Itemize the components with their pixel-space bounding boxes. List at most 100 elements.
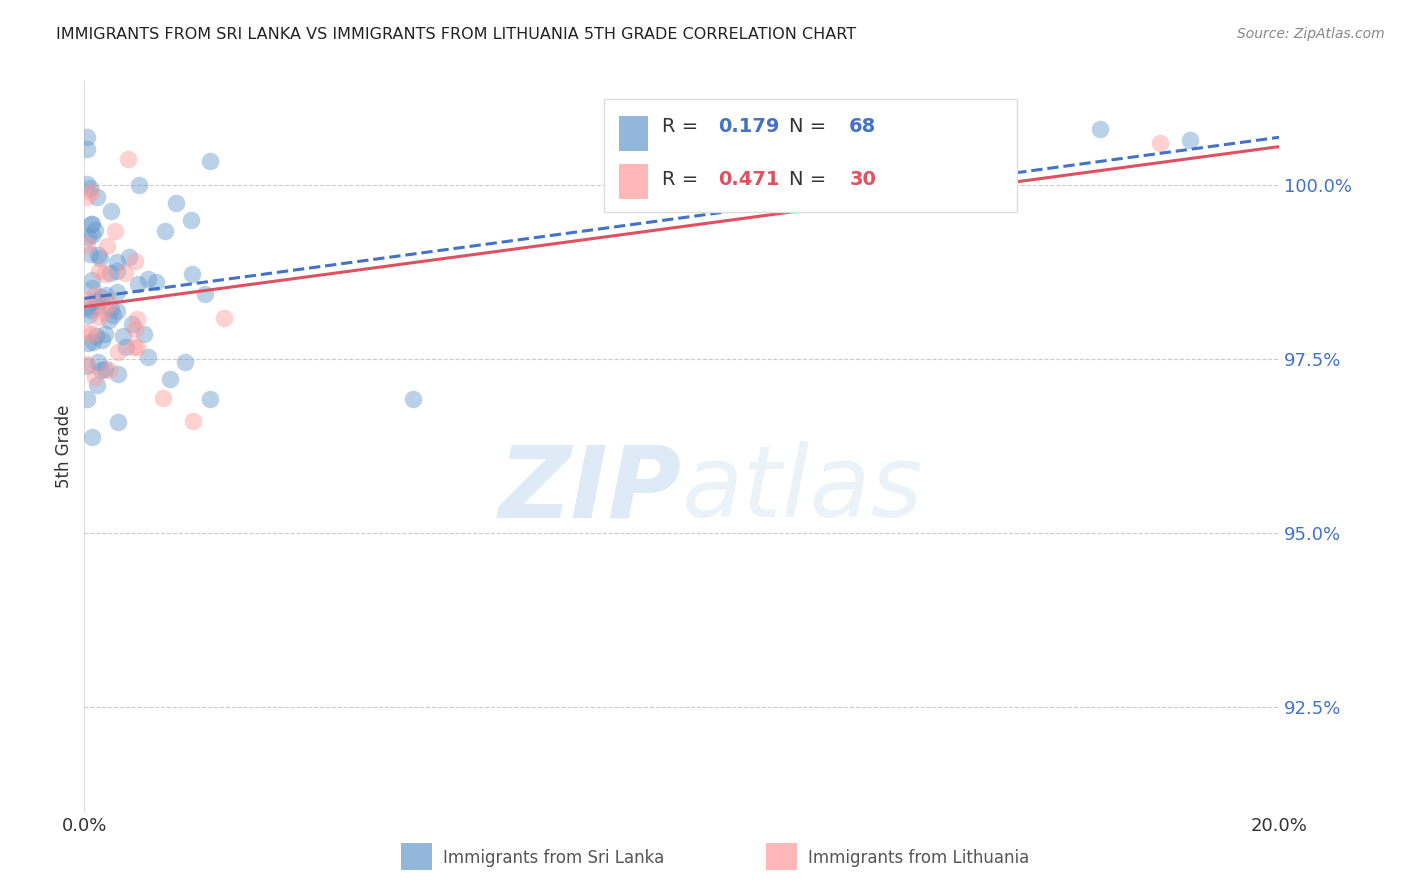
Point <box>83 370 105 384</box>
Y-axis label: 5th Grade: 5th Grade <box>55 404 73 488</box>
Point <box>105 264 128 278</box>
Point <box>1149 136 1171 151</box>
Point <box>89 310 111 324</box>
Point <box>136 272 159 286</box>
Point <box>880 188 903 202</box>
Point <box>124 254 146 268</box>
Point <box>107 415 129 429</box>
Point <box>107 367 129 381</box>
Point <box>76 190 98 204</box>
Point <box>1178 133 1201 147</box>
Point <box>84 328 107 343</box>
Point <box>107 345 129 359</box>
Point <box>87 247 110 261</box>
Point <box>86 377 108 392</box>
Point <box>165 196 187 211</box>
Point <box>80 185 103 199</box>
Point <box>94 361 117 376</box>
Point <box>114 341 136 355</box>
Text: 0.471: 0.471 <box>718 169 779 188</box>
Text: 0.179: 0.179 <box>718 117 779 136</box>
Point <box>117 250 139 264</box>
Text: IMMIGRANTS FROM SRI LANKA VS IMMIGRANTS FROM LITHUANIA 5TH GRADE CORRELATION CHA: IMMIGRANTS FROM SRI LANKA VS IMMIGRANTS … <box>56 27 856 42</box>
Point <box>198 392 221 406</box>
Point <box>112 328 135 343</box>
Point <box>87 355 110 369</box>
Point <box>105 254 128 268</box>
Point <box>76 177 98 191</box>
Point <box>117 152 139 166</box>
Point <box>181 267 204 281</box>
Point <box>1090 122 1112 136</box>
Text: Immigrants from Sri Lanka: Immigrants from Sri Lanka <box>443 849 664 867</box>
Point <box>96 239 118 253</box>
Point <box>76 143 98 157</box>
Point <box>97 363 120 377</box>
Point <box>76 392 98 406</box>
Point <box>82 228 104 243</box>
Point <box>128 178 150 193</box>
Point <box>93 327 115 342</box>
Point <box>105 304 128 318</box>
Point <box>105 285 128 300</box>
Point <box>80 217 103 231</box>
Point <box>76 359 98 373</box>
Point <box>90 290 112 304</box>
Bar <box>619 116 648 152</box>
Point <box>198 154 221 169</box>
Point <box>138 350 160 364</box>
Point <box>79 247 101 261</box>
Point <box>145 275 167 289</box>
Point <box>132 326 155 341</box>
Point <box>76 300 98 314</box>
Text: R =: R = <box>662 169 704 188</box>
Point <box>90 362 112 376</box>
Point <box>77 336 100 351</box>
Point <box>80 217 103 231</box>
Point <box>76 238 98 252</box>
Point <box>122 340 145 354</box>
Point <box>76 293 98 307</box>
Point <box>174 354 197 368</box>
Point <box>82 334 104 349</box>
Text: Source: ZipAtlas.com: Source: ZipAtlas.com <box>1237 27 1385 41</box>
Point <box>97 313 120 327</box>
Point <box>180 213 202 227</box>
Point <box>89 251 111 265</box>
Text: N =: N = <box>790 169 832 188</box>
Point <box>76 130 98 145</box>
Point <box>100 203 122 218</box>
Point <box>183 414 205 428</box>
Point <box>76 230 98 244</box>
Point <box>84 287 107 301</box>
Point <box>114 266 136 280</box>
Bar <box>619 163 648 199</box>
Point <box>76 326 98 340</box>
Text: 30: 30 <box>849 169 876 188</box>
Point <box>124 322 146 336</box>
Text: Immigrants from Lithuania: Immigrants from Lithuania <box>808 849 1029 867</box>
Text: N =: N = <box>790 117 832 136</box>
Point <box>101 309 124 323</box>
Point <box>86 293 108 308</box>
Point <box>402 392 425 406</box>
Point <box>91 333 114 347</box>
Point <box>93 305 115 319</box>
Point <box>87 264 110 278</box>
Point <box>98 266 121 280</box>
Point <box>79 303 101 318</box>
Point <box>212 311 235 326</box>
Text: ZIP: ZIP <box>499 442 682 539</box>
Point <box>96 288 118 302</box>
Point <box>104 224 127 238</box>
Point <box>98 295 121 310</box>
Point <box>80 326 103 341</box>
Text: R =: R = <box>662 117 704 136</box>
Point <box>121 317 143 331</box>
Point <box>76 358 98 372</box>
Point <box>125 312 148 326</box>
Point <box>80 273 103 287</box>
Point <box>84 223 107 237</box>
Point <box>86 301 108 315</box>
Point <box>80 281 103 295</box>
